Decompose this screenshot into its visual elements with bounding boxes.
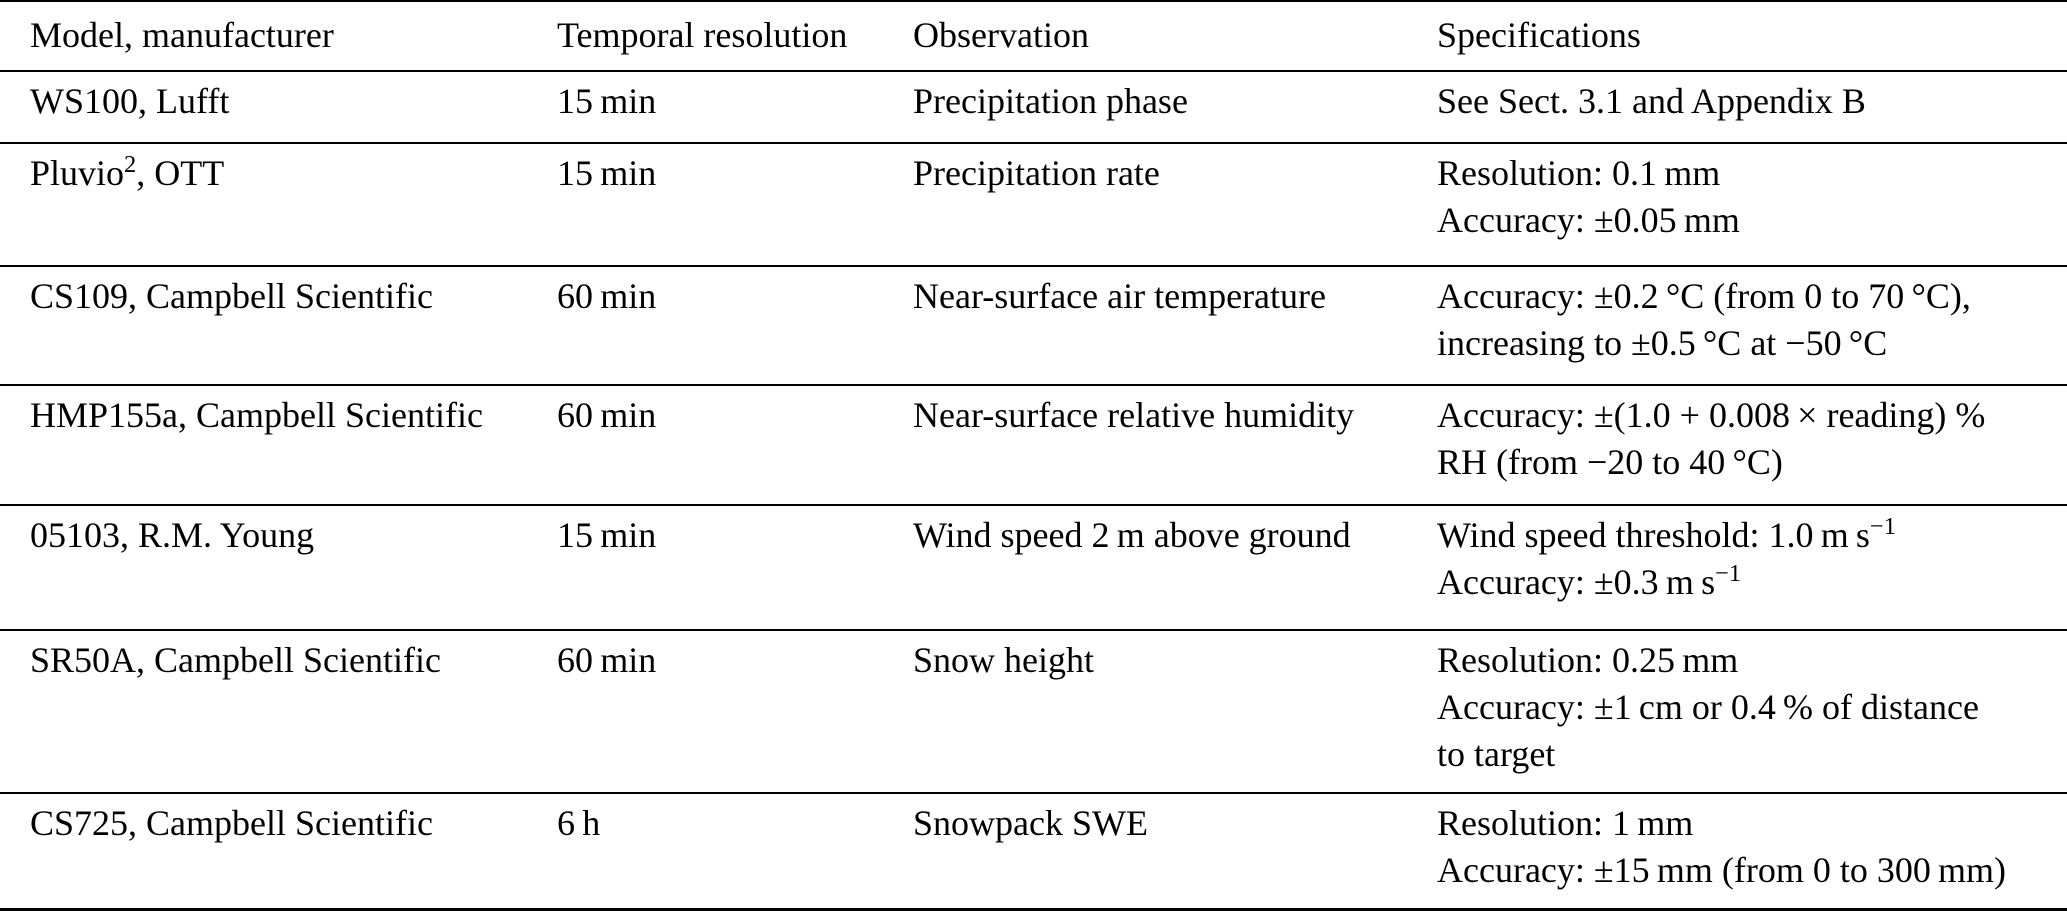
table-row-4: HMP155a, Campbell Scientific 60 min Near-s… [0, 384, 2067, 505]
specification-line: Accuracy: ±0.3 m s−1 [1437, 559, 1742, 602]
cell-temporal-resolution: 60 min [557, 629, 913, 793]
cell-specifications: Resolution: 0.25 mm Accuracy: ±1 cm or 0.… [1437, 629, 2067, 793]
cell-observation: Snowpack SWE [913, 792, 1437, 909]
cell-model-manufacturer: 05103, R.M. Young [0, 504, 557, 630]
cell-observation: Near-surface relative humidity [913, 384, 1437, 505]
specification-line: See Sect. 3.1 and Appendix B [1437, 81, 1866, 121]
cell-temporal-resolution: 15 min [557, 142, 913, 266]
column-header-model-manufacturer: Model, manufacturer [0, 1, 557, 72]
cell-model-manufacturer: WS100, Lufft [0, 70, 557, 143]
cell-specifications: Resolution: 1 mm Accuracy: ±15 mm (from 0… [1437, 792, 2067, 909]
table-row-1: WS100, Lufft 15 min Precipitation phase See… [0, 70, 2067, 143]
specification-line: Accuracy: ±0.2 °C (from 0 to 70 °C), [1437, 276, 1971, 316]
table-row-2: Pluvio2, OTT 15 min Precipitation rate Reso… [0, 142, 2067, 266]
column-header-observation: Observation [913, 1, 1437, 72]
table-header-row: Model, manufacturer Temporal resolution Ob… [0, 1, 2067, 72]
specification-line: Wind speed threshold: 1.0 m s−1 [1437, 512, 1896, 555]
cell-temporal-resolution: 60 min [557, 265, 913, 385]
cell-observation: Precipitation phase [913, 70, 1437, 143]
specification-line: Resolution: 1 mm [1437, 803, 1694, 843]
table-row-3: CS109, Campbell Scientific 60 min Near-sur… [0, 265, 2067, 385]
cell-specifications: See Sect. 3.1 and Appendix B [1437, 70, 2067, 143]
cell-model-manufacturer: SR50A, Campbell Scientific [0, 629, 557, 793]
column-header-temporal-resolution: Temporal resolution [557, 1, 913, 72]
specification-line: Accuracy: ±0.05 mm [1437, 200, 1740, 240]
cell-temporal-resolution: 15 min [557, 70, 913, 143]
cell-specifications: Accuracy: ±(1.0 + 0.008 × reading) % RH (… [1437, 384, 2067, 505]
cell-observation: Precipitation rate [913, 142, 1437, 266]
cell-model-manufacturer: HMP155a, Campbell Scientific [0, 384, 557, 505]
cell-specifications: Wind speed threshold: 1.0 m s−1 Accuracy:… [1437, 504, 2067, 630]
table-row-5: 05103, R.M. Young 15 min Wind speed 2 m ab… [0, 504, 2067, 630]
cell-temporal-resolution: 15 min [557, 504, 913, 630]
specification-line: Resolution: 0.1 mm [1437, 153, 1721, 193]
cell-model-manufacturer: CS725, Campbell Scientific [0, 792, 557, 909]
specification-line: Accuracy: ±(1.0 + 0.008 × reading) % [1437, 395, 1986, 435]
cell-observation: Near-surface air temperature [913, 265, 1437, 385]
cell-observation: Snow height [913, 629, 1437, 793]
cell-temporal-resolution: 6 h [557, 792, 913, 909]
specification-line: Accuracy: ±15 mm (from 0 to 300 mm) [1437, 850, 2007, 890]
cell-observation: Wind speed 2 m above ground [913, 504, 1437, 630]
table-row-7: CS725, Campbell Scientific 6 h Snowpack SW… [0, 792, 2067, 909]
specification-line: to target [1437, 734, 1556, 774]
specification-line: increasing to ±0.5 °C at −50 °C [1437, 323, 1888, 363]
cell-specifications: Accuracy: ±0.2 °C (from 0 to 70 °C), incr… [1437, 265, 2067, 385]
specification-line: RH (from −20 to 40 °C) [1437, 442, 1783, 482]
specification-line: Accuracy: ±1 cm or 0.4 % of distance [1437, 687, 1979, 727]
cell-specifications: Resolution: 0.1 mm Accuracy: ±0.05 mm [1437, 142, 2067, 266]
table-row-6: SR50A, Campbell Scientific 60 min Snow hei… [0, 629, 2067, 793]
cell-model-manufacturer: CS109, Campbell Scientific [0, 265, 557, 385]
specification-line: Resolution: 0.25 mm [1437, 640, 1739, 680]
column-header-specifications: Specifications [1437, 1, 2067, 72]
cell-model-manufacturer: Pluvio2, OTT [0, 142, 557, 266]
cell-temporal-resolution: 60 min [557, 384, 913, 505]
